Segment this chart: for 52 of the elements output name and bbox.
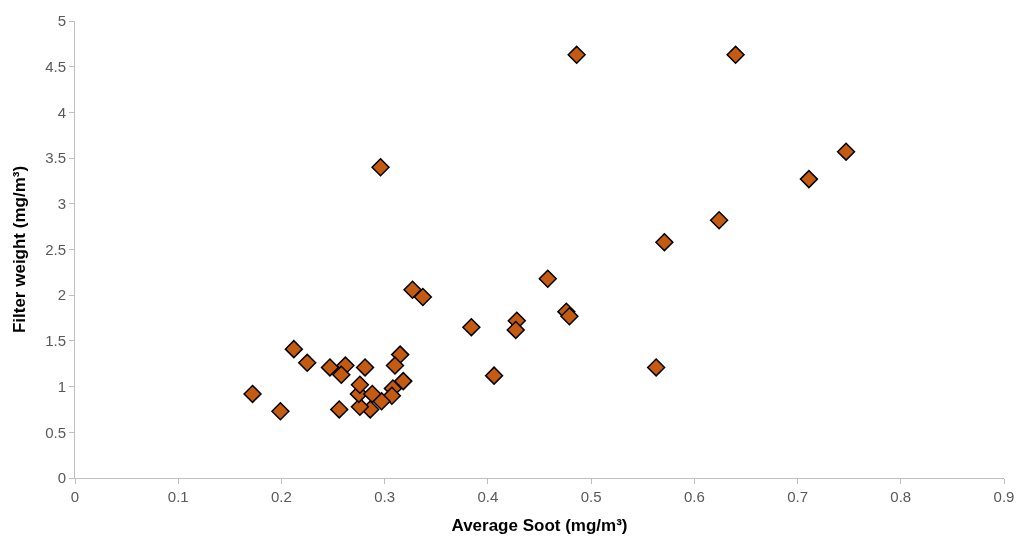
point bbox=[799, 169, 819, 189]
point bbox=[390, 345, 410, 364]
point bbox=[560, 307, 579, 326]
point bbox=[385, 356, 405, 375]
point bbox=[355, 358, 375, 377]
point bbox=[371, 158, 390, 177]
y-tick-label: 3.5 bbox=[45, 149, 66, 167]
point bbox=[271, 402, 290, 421]
x-tick-label: 0.8 bbox=[890, 488, 912, 505]
point bbox=[403, 280, 422, 299]
point bbox=[363, 384, 382, 404]
point bbox=[413, 287, 433, 307]
point bbox=[462, 317, 481, 337]
point bbox=[655, 232, 674, 252]
point bbox=[298, 353, 317, 373]
point bbox=[506, 320, 525, 340]
x-tick-label: 0.3 bbox=[374, 488, 396, 505]
x-tick-label: 0.2 bbox=[271, 488, 292, 505]
y-tick-label: 3 bbox=[57, 195, 66, 213]
y-axis-title: Filter weight (mg/m³) bbox=[9, 165, 29, 334]
point bbox=[330, 400, 349, 419]
y-tick-label: 5 bbox=[57, 12, 66, 30]
y-tick-label: 4.5 bbox=[45, 57, 66, 75]
point bbox=[726, 45, 745, 65]
x-tick-label: 0.4 bbox=[477, 488, 499, 505]
point bbox=[243, 384, 262, 404]
x-tick-label: 0 bbox=[70, 488, 80, 505]
x-tick-label: 0.6 bbox=[683, 488, 705, 505]
x-tick-label: 0.5 bbox=[580, 488, 602, 505]
y-tick-label: 1 bbox=[57, 377, 66, 395]
x-axis-title: Average Soot (mg/m³) bbox=[451, 516, 628, 536]
x-tick-label: 0.7 bbox=[787, 488, 808, 505]
point bbox=[646, 358, 666, 377]
point bbox=[320, 358, 340, 377]
point bbox=[284, 339, 304, 359]
x-tick-label: 0.9 bbox=[993, 488, 1015, 505]
y-tick-label: 1.5 bbox=[45, 332, 66, 350]
y-tick-label: 0 bbox=[57, 469, 66, 487]
point bbox=[394, 371, 413, 391]
x-tick-label: 0.1 bbox=[167, 488, 189, 505]
y-tick-label: 2 bbox=[57, 286, 66, 304]
point bbox=[709, 211, 729, 230]
point bbox=[372, 392, 391, 411]
point bbox=[350, 375, 370, 394]
point bbox=[567, 45, 586, 65]
y-tick-label: 0.5 bbox=[45, 423, 66, 441]
y-tick-label: 4 bbox=[57, 103, 66, 121]
point bbox=[836, 142, 856, 161]
y-tick-label: 2.5 bbox=[45, 240, 66, 258]
point bbox=[538, 269, 557, 288]
point bbox=[332, 365, 351, 384]
point bbox=[484, 366, 504, 385]
